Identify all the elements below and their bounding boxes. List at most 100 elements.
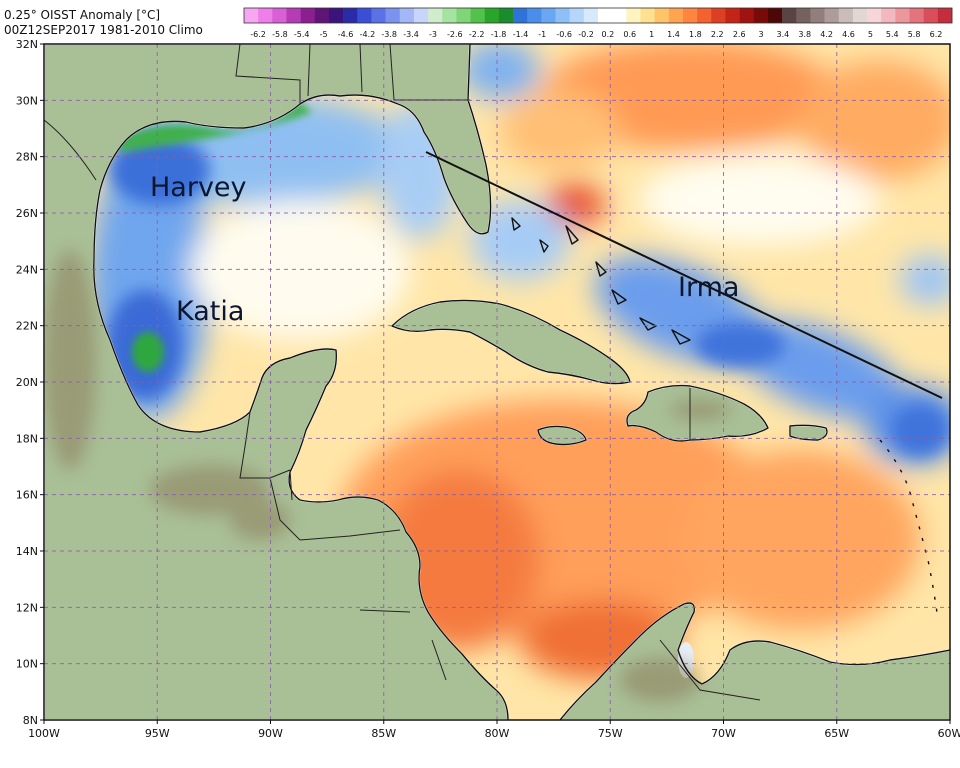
colorbar-labels: -6.2 -5.8 -5.4 -5 -4.6 -4.2 -3.8 -3.4 -3 -2.6 -2.2… bbox=[250, 30, 942, 39]
colorbar-swatch bbox=[598, 8, 613, 23]
colorbar-swatch bbox=[668, 8, 684, 23]
lat-tick-label: 24N bbox=[16, 263, 38, 276]
coast-bahamas-7 bbox=[511, 217, 521, 231]
colorbar-swatch bbox=[782, 8, 797, 23]
colorbar-label: 0.2 bbox=[602, 30, 615, 39]
colorbar-swatch bbox=[654, 8, 670, 23]
colorbar-swatch bbox=[612, 8, 627, 23]
colorbar-swatch bbox=[725, 8, 740, 23]
anomaly-white-atlantic bbox=[640, 155, 880, 245]
colorbar-label: 0.6 bbox=[623, 30, 636, 39]
colorbar-label: -3.4 bbox=[403, 30, 419, 39]
colorbar-swatch bbox=[541, 8, 556, 23]
colorbar-label: -2.2 bbox=[469, 30, 485, 39]
lat-tick-label: 22N bbox=[16, 320, 38, 333]
colorbar-swatch bbox=[314, 8, 330, 23]
border-col-ven bbox=[659, 639, 761, 701]
colorbar-swatch bbox=[838, 8, 854, 23]
lat-tick-label: 30N bbox=[16, 94, 38, 107]
colorbar-swatch bbox=[527, 8, 542, 23]
colorbar-swatch bbox=[583, 8, 599, 23]
colorbar-label: -3 bbox=[429, 30, 437, 39]
anomaly-core-irma-e bbox=[892, 405, 948, 455]
colorbar-swatch bbox=[739, 8, 755, 23]
colorbar-swatch bbox=[555, 8, 570, 23]
colorbar-swatch bbox=[895, 8, 910, 23]
latitude-labels: 8N 10N 12N 14N 16N 18N 20N 22N 24N 26N 28N 30N 32N bbox=[16, 38, 38, 727]
colorbar-swatch bbox=[258, 8, 273, 23]
lat-tick-label: 16N bbox=[16, 489, 38, 502]
lat-tick-label: 20N bbox=[16, 376, 38, 389]
colorbar-swatch bbox=[498, 8, 514, 23]
border-us-mexico bbox=[44, 119, 97, 181]
colorbar-label: -1.4 bbox=[513, 30, 529, 39]
colorbar-swatch bbox=[753, 8, 769, 23]
colorbar-swatch bbox=[484, 8, 500, 23]
colorbar-swatch bbox=[796, 8, 811, 23]
anomaly-warm-atlantic-mid bbox=[500, 90, 620, 170]
irma-track-line bbox=[425, 151, 943, 399]
colorbar-label: -1 bbox=[538, 30, 546, 39]
colorbar-swatch bbox=[244, 8, 259, 23]
colorbar-swatch bbox=[513, 8, 528, 23]
anomaly-cool-atlantic-e bbox=[900, 255, 950, 305]
lat-tick-label: 14N bbox=[16, 545, 38, 558]
colorbar-swatch bbox=[357, 8, 372, 23]
map-subtitle: 00Z12SEP2017 1981-2010 Climo bbox=[4, 23, 203, 37]
coast-jamaica bbox=[537, 425, 587, 446]
colorbar-swatch bbox=[399, 8, 415, 23]
anomaly-green-coast bbox=[118, 102, 312, 152]
colorbar-label: -2.6 bbox=[447, 30, 463, 39]
anomaly-core-harvey bbox=[110, 135, 210, 205]
lat-tick-label: 8N bbox=[23, 714, 38, 727]
colorbar-label: 5.8 bbox=[908, 30, 921, 39]
harvey-label: Harvey bbox=[150, 172, 247, 203]
border-us-states-3 bbox=[359, 44, 363, 93]
axis-ticks bbox=[40, 43, 951, 724]
lon-tick-label: 80W bbox=[485, 727, 510, 740]
anomaly-cool-nw-atlantic bbox=[460, 44, 540, 100]
anomaly-warm-caribbean-e bbox=[680, 450, 920, 630]
colorbar-label: -3.8 bbox=[381, 30, 397, 39]
colorbar-swatch bbox=[711, 8, 726, 23]
lat-tick-label: 26N bbox=[16, 207, 38, 220]
colorbar-swatch bbox=[371, 8, 386, 23]
lon-tick-label: 75W bbox=[598, 727, 623, 740]
relief bbox=[44, 250, 730, 702]
colorbar-swatch bbox=[413, 8, 429, 23]
colorbar-swatch bbox=[286, 8, 301, 23]
anomaly-green-katia bbox=[132, 332, 164, 372]
lon-tick-label: 70W bbox=[711, 727, 736, 740]
colorbar-label: 3.4 bbox=[777, 30, 790, 39]
colorbar-swatch bbox=[385, 8, 401, 23]
colorbar-swatch bbox=[300, 8, 316, 23]
colorbar-swatch bbox=[923, 8, 939, 23]
colorbar-swatch bbox=[937, 8, 953, 23]
lat-tick-label: 32N bbox=[16, 38, 38, 51]
colorbar: -6.2 -5.8 -5.4 -5 -4.6 -4.2 -3.8 -3.4 -3 -2.6 -2.2… bbox=[243, 7, 953, 39]
colorbar-label: 5.4 bbox=[886, 30, 899, 39]
border-cr-pan bbox=[431, 639, 447, 681]
katia-label: Katia bbox=[176, 296, 244, 327]
colorbar-swatch bbox=[640, 8, 655, 23]
coast-bahamas-6 bbox=[671, 329, 691, 345]
coastlines bbox=[93, 44, 950, 720]
colorbar-label: 3 bbox=[758, 30, 763, 39]
colorbar-label: 1.4 bbox=[667, 30, 680, 39]
colorbar-swatch bbox=[569, 8, 585, 23]
border-us-states-1 bbox=[235, 44, 301, 104]
colorbar-swatch bbox=[428, 8, 443, 23]
coast-cuba bbox=[391, 299, 631, 385]
irma-label: Irma bbox=[678, 272, 739, 303]
colorbar-swatch bbox=[470, 8, 486, 23]
relief-andes bbox=[620, 658, 700, 702]
colorbar-label: 2.2 bbox=[711, 30, 724, 39]
colorbar-swatch bbox=[767, 8, 783, 23]
map-area: Harvey Katia Irma bbox=[44, 44, 950, 720]
colorbar-swatch bbox=[456, 8, 471, 23]
colorbar-swatch bbox=[852, 8, 868, 23]
colorbar-label: 5 bbox=[868, 30, 873, 39]
colorbar-label: -4.6 bbox=[338, 30, 354, 39]
border-mex-guat bbox=[239, 411, 291, 479]
